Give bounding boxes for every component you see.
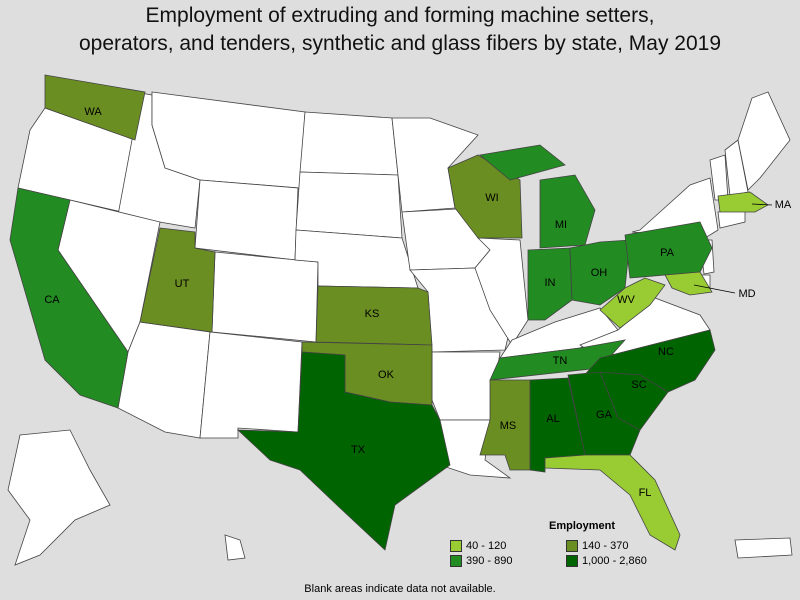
label-ks: KS xyxy=(365,308,380,320)
label-al: AL xyxy=(546,413,559,425)
state-wi[interactable] xyxy=(447,154,523,239)
footnote: Blank areas indicate data not available. xyxy=(304,583,496,595)
legend-swatch-2 xyxy=(566,540,578,552)
ma-leader-line xyxy=(751,203,773,206)
label-ma: MA xyxy=(775,199,792,211)
label-tn: TN xyxy=(553,355,568,367)
state-ks[interactable] xyxy=(315,285,433,346)
state-sd[interactable] xyxy=(295,171,403,239)
state-hi[interactable] xyxy=(224,534,246,561)
label-in: IN xyxy=(545,277,556,289)
label-ms: MS xyxy=(500,420,517,432)
label-wv: WV xyxy=(617,294,635,306)
legend-label-3: 390 - 890 xyxy=(466,555,513,567)
label-ut: UT xyxy=(175,278,190,290)
label-sc: SC xyxy=(631,379,646,391)
state-co[interactable] xyxy=(211,251,319,343)
legend-item-2: 140 - 370 xyxy=(566,540,686,552)
state-wy[interactable] xyxy=(194,179,299,261)
legend: Employment 40 - 120 140 - 370 390 - 890 … xyxy=(450,520,690,567)
label-ga: GA xyxy=(596,409,613,421)
label-ca: CA xyxy=(44,294,60,306)
label-mi: MI xyxy=(555,219,567,231)
legend-item-1: 40 - 120 xyxy=(450,540,566,552)
label-wa: WA xyxy=(84,106,102,118)
legend-grid: 40 - 120 140 - 370 390 - 890 1,000 - 2,8… xyxy=(450,540,690,567)
state-labels: WA CA UT KS OK TX WI MI IN OH PA WV MD M… xyxy=(44,106,792,499)
state-ms[interactable] xyxy=(479,379,531,471)
map-title: Employment of extruding and forming mach… xyxy=(0,2,800,58)
state-pa[interactable] xyxy=(624,221,713,279)
shaded-states xyxy=(9,74,769,551)
legend-item-4: 1,000 - 2,860 xyxy=(566,555,686,567)
state-wv[interactable] xyxy=(599,277,666,329)
md-leader-line xyxy=(693,284,736,294)
state-me[interactable] xyxy=(737,91,791,191)
legend-swatch-3 xyxy=(450,555,462,567)
label-md: MD xyxy=(738,288,755,300)
legend-title: Employment xyxy=(548,520,615,532)
label-tx: TX xyxy=(351,444,366,456)
label-pa: PA xyxy=(660,247,675,259)
label-oh: OH xyxy=(591,267,608,279)
title-line-1: Employment of extruding and forming mach… xyxy=(145,4,655,27)
state-in[interactable] xyxy=(527,247,573,321)
label-ok: OK xyxy=(378,369,395,381)
state-ca[interactable] xyxy=(9,187,129,409)
legend-label-4: 1,000 - 2,860 xyxy=(582,555,647,567)
legend-swatch-1 xyxy=(450,540,462,552)
label-wi: WI xyxy=(485,192,498,204)
legend-label-1: 40 - 120 xyxy=(466,540,507,552)
state-pr[interactable] xyxy=(734,537,793,559)
legend-item-3: 390 - 890 xyxy=(450,555,566,567)
state-tn[interactable] xyxy=(489,339,627,381)
state-ak[interactable] xyxy=(7,429,111,566)
legend-swatch-4 xyxy=(566,555,578,567)
state-md[interactable] xyxy=(664,271,713,296)
legend-label-2: 140 - 370 xyxy=(582,540,629,552)
state-ma[interactable] xyxy=(717,191,769,213)
state-nd[interactable] xyxy=(299,111,399,176)
blank-states xyxy=(7,91,793,566)
label-nc: NC xyxy=(658,346,674,358)
title-line-2: operators, and tenders, synthetic and gl… xyxy=(78,32,722,55)
state-tx[interactable] xyxy=(236,351,451,551)
label-fl: FL xyxy=(639,487,652,499)
state-ut[interactable] xyxy=(139,227,216,333)
state-fl[interactable] xyxy=(544,454,681,551)
state-il[interactable] xyxy=(474,237,529,346)
state-wa[interactable] xyxy=(44,74,146,141)
state-nm[interactable] xyxy=(199,331,303,439)
